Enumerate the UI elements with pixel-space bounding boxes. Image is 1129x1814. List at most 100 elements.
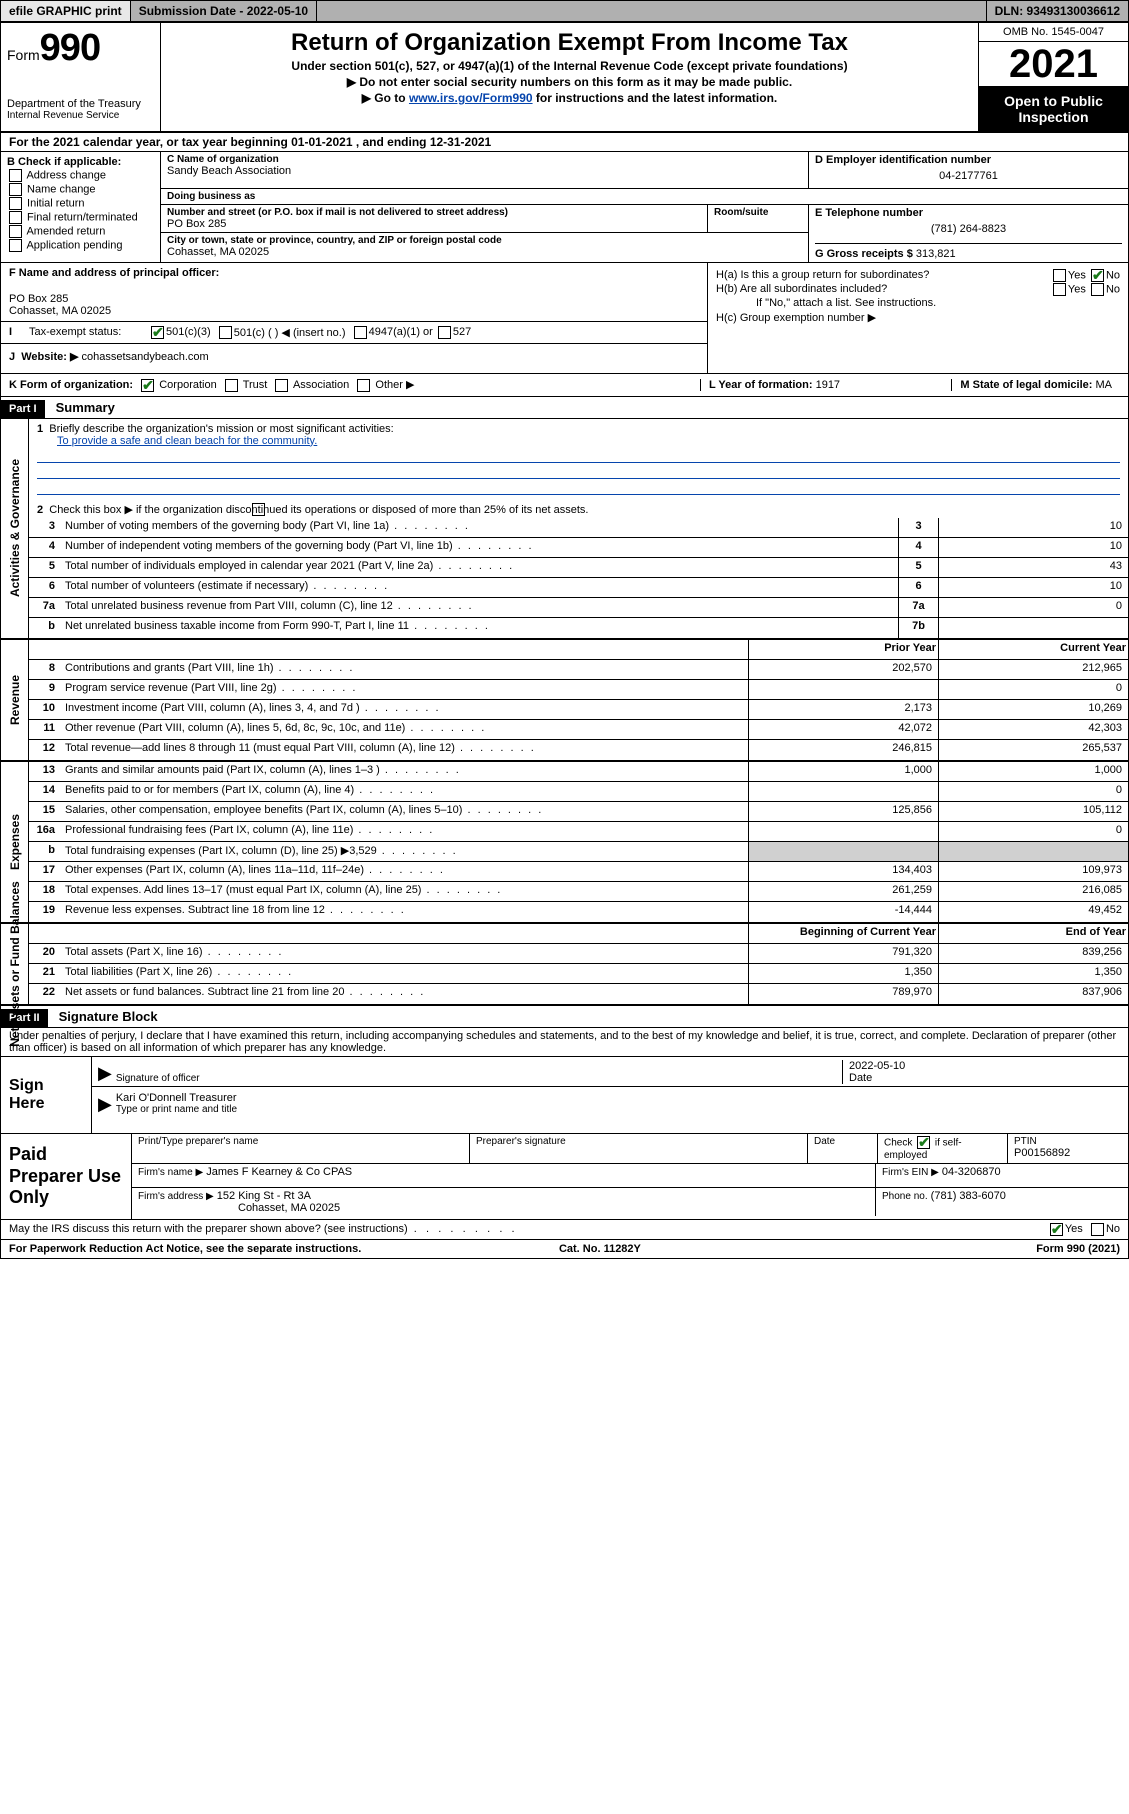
opt-trust: Trust [243, 379, 268, 391]
may-no: No [1106, 1223, 1120, 1235]
domicile-value: MA [1096, 379, 1113, 391]
box-b: B Check if applicable: Address change Na… [1, 152, 161, 262]
ein-label: D Employer identification number [815, 154, 1122, 166]
box-b-option[interactable]: Name change [7, 183, 154, 196]
side-governance: Activities & Governance [1, 419, 29, 639]
chk-may-no[interactable] [1091, 1223, 1104, 1236]
sig-arrow-icon: ▶ [98, 1063, 112, 1084]
subtitle-1: Under section 501(c), 527, or 4947(a)(1)… [169, 59, 970, 73]
chk-trust[interactable] [225, 379, 238, 392]
form-org-label: K Form of organization: [9, 379, 133, 391]
name-title-cap: Type or print name and title [116, 1104, 1122, 1115]
rev-header: Prior Year Current Year [29, 640, 1128, 660]
may-discuss-row: May the IRS discuss this return with the… [1, 1220, 1128, 1240]
opt-other: Other ▶ [375, 379, 414, 391]
sig-date-cap: Date [849, 1072, 1122, 1084]
chk-hb-yes[interactable] [1053, 283, 1066, 296]
chk-ha-no[interactable] [1091, 269, 1104, 282]
mission-link[interactable]: To provide a safe and clean beach for th… [57, 435, 317, 447]
summary-net: Net Assets or Fund Balances Beginning of… [1, 924, 1128, 1006]
chk-501c[interactable] [219, 326, 232, 339]
opt-501c3: 501(c)(3) [166, 326, 211, 339]
omb-number: OMB No. 1545-0047 [979, 23, 1128, 42]
gross-label: G Gross receipts $ [815, 248, 913, 260]
sig-arrow-icon-2: ▶ [98, 1094, 112, 1115]
form990-link[interactable]: www.irs.gov/Form990 [409, 91, 533, 105]
form-990: Form990 Department of the Treasury Inter… [0, 22, 1129, 1259]
pt-name-label: Print/Type preparer's name [138, 1136, 463, 1147]
side-net: Net Assets or Fund Balances [1, 924, 29, 1004]
box-e-g: E Telephone number (781) 264-8823 G Gros… [808, 205, 1128, 262]
footer-mid: Cat. No. 11282Y [559, 1243, 641, 1255]
chk-may-yes[interactable] [1050, 1223, 1063, 1236]
sub3-pre: Go to [374, 91, 409, 105]
firm-phone-value: (781) 383-6070 [931, 1190, 1006, 1202]
data-row: 8Contributions and grants (Part VIII, li… [29, 660, 1128, 680]
data-row: bTotal fundraising expenses (Part IX, co… [29, 842, 1128, 862]
gov-row: 6Total number of volunteers (estimate if… [29, 578, 1128, 598]
opt-527: 527 [453, 326, 471, 339]
hc-label: H(c) Group exemption number ▶ [716, 311, 1120, 324]
gov-row: bNet unrelated business taxable income f… [29, 618, 1128, 638]
phone-label: E Telephone number [815, 207, 1122, 219]
section-f-h: F Name and address of principal officer:… [1, 263, 1128, 374]
city-value: Cohasset, MA 02025 [167, 246, 802, 258]
gov-row: 7aTotal unrelated business revenue from … [29, 598, 1128, 618]
box-b-option[interactable]: Initial return [7, 197, 154, 210]
box-b-option[interactable]: Amended return [7, 225, 154, 238]
sig-date-value: 2022-05-10 [849, 1060, 1122, 1072]
firm-addr1: 152 King St - Rt 3A [217, 1190, 311, 1202]
topbar: efile GRAPHIC print Submission Date - 20… [0, 0, 1129, 22]
box-c-to-g: C Name of organization Sandy Beach Assoc… [161, 152, 1128, 262]
hb-note: If "No," attach a list. See instructions… [716, 297, 1120, 309]
chk-4947[interactable] [354, 326, 367, 339]
chk-other[interactable] [357, 379, 370, 392]
chk-ha-yes[interactable] [1053, 269, 1066, 282]
data-row: 14Benefits paid to or for members (Part … [29, 782, 1128, 802]
box-d: D Employer identification number 04-2177… [808, 152, 1128, 188]
open-to-public: Open to Public Inspection [979, 86, 1128, 131]
officer-name-title: Kari O'Donnell Treasurer [116, 1092, 1122, 1104]
website-value: cohassetsandybeach.com [81, 351, 208, 363]
chk-501c3[interactable] [151, 326, 164, 339]
form-title: Return of Organization Exempt From Incom… [169, 29, 970, 57]
part-i-header: Part I Summary [1, 397, 1128, 419]
gov-row: 5Total number of individuals employed in… [29, 558, 1128, 578]
hb-no: No [1106, 283, 1120, 295]
q1-label: Briefly describe the organization's miss… [49, 423, 393, 435]
chk-527[interactable] [438, 326, 451, 339]
box-m: M State of legal domicile: MA [951, 379, 1120, 391]
box-b-label: B Check if applicable: [7, 156, 154, 168]
sign-here-label: Sign Here [1, 1057, 91, 1133]
sig-officer-cap: Signature of officer [116, 1073, 842, 1084]
ha-label: H(a) Is this a group return for subordin… [716, 269, 929, 281]
chk-self-employed[interactable] [917, 1136, 930, 1149]
paid-preparer-block: Paid Preparer Use Only Print/Type prepar… [1, 1134, 1128, 1220]
chk-q2[interactable] [252, 503, 265, 516]
data-row: 22Net assets or fund balances. Subtract … [29, 984, 1128, 1004]
org-name-label: C Name of organization [167, 154, 802, 165]
data-row: 13Grants and similar amounts paid (Part … [29, 762, 1128, 782]
opt-corp: Corporation [159, 379, 216, 391]
firm-ein-value: 04-3206870 [942, 1166, 1001, 1178]
box-b-option[interactable]: Application pending [7, 239, 154, 252]
header-mid: Return of Organization Exempt From Incom… [161, 23, 978, 131]
firm-phone-label: Phone no. [882, 1191, 928, 1202]
submission-date: Submission Date - 2022-05-10 [131, 1, 317, 21]
officer-label: F Name and address of principal officer: [9, 267, 699, 279]
efile-print-button[interactable]: efile GRAPHIC print [1, 1, 131, 21]
chk-hb-no[interactable] [1091, 283, 1104, 296]
q2-label: Check this box ▶ if the organization dis… [49, 504, 588, 516]
chk-assoc[interactable] [275, 379, 288, 392]
chk-corp[interactable] [141, 379, 154, 392]
officer-addr2: Cohasset, MA 02025 [9, 305, 699, 317]
box-b-option[interactable]: Final return/terminated [7, 211, 154, 224]
footer-left: For Paperwork Reduction Act Notice, see … [9, 1243, 361, 1255]
box-b-option[interactable]: Address change [7, 169, 154, 182]
gov-row: 3Number of voting members of the governi… [29, 518, 1128, 538]
pt-date-label: Date [814, 1136, 871, 1147]
box-h: H(a) Is this a group return for subordin… [708, 263, 1128, 373]
opt-501c: 501(c) ( ) ◀ (insert no.) [234, 326, 346, 339]
data-row: 15Salaries, other compensation, employee… [29, 802, 1128, 822]
data-row: 10Investment income (Part VIII, column (… [29, 700, 1128, 720]
